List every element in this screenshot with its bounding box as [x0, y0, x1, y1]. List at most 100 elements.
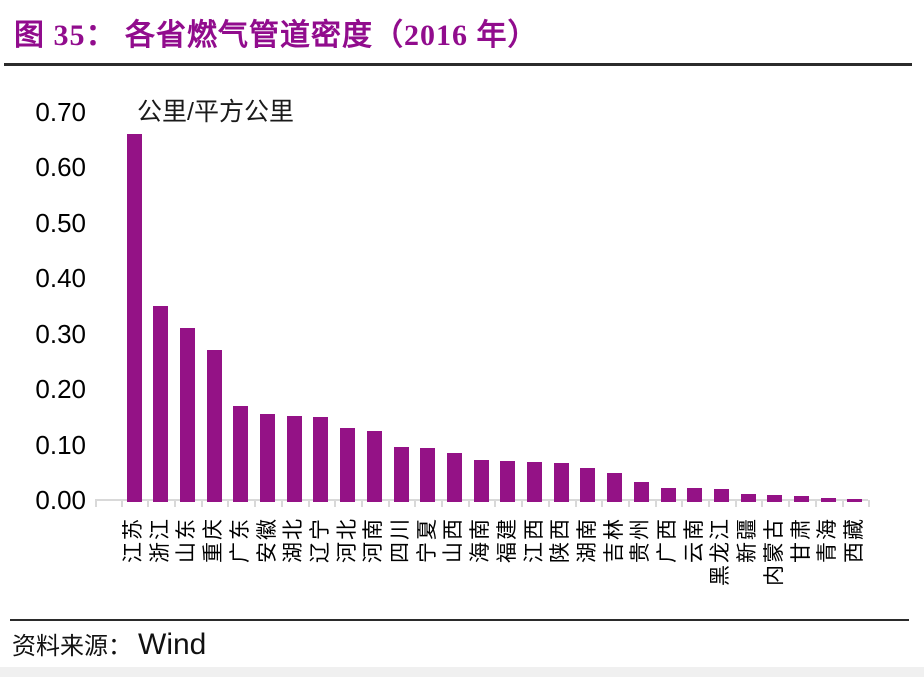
- y-axis-tick-label: 0.70: [35, 97, 86, 127]
- x-axis-label-吉林: 吉林: [602, 517, 626, 563]
- x-axis-label-青海: 青海: [816, 517, 840, 563]
- bar-云南: [687, 488, 703, 502]
- x-axis-tick: [761, 500, 764, 507]
- source-divider: [10, 619, 909, 621]
- x-axis-label-宁夏: 宁夏: [415, 517, 439, 563]
- bar-海南: [473, 460, 489, 502]
- bar-宁夏: [420, 448, 436, 502]
- x-axis-tick: [841, 500, 844, 507]
- x-axis-label-甘肃: 甘肃: [789, 517, 813, 563]
- x-axis-tick: [120, 500, 123, 507]
- x-axis-label-辽宁: 辽宁: [308, 517, 332, 563]
- x-axis-label-陕西: 陕西: [549, 517, 573, 563]
- x-axis-label-江苏: 江苏: [122, 517, 145, 563]
- source-name: Wind: [138, 628, 207, 661]
- x-axis-label-山西: 山西: [442, 517, 466, 563]
- bar-江西: [527, 462, 542, 502]
- x-axis-tick: [681, 500, 684, 507]
- bar-湖北: [286, 416, 302, 502]
- x-axis-tick: [360, 500, 363, 507]
- bar-西藏: [847, 499, 863, 502]
- y-axis-tick-label: 0.00: [35, 485, 86, 515]
- bar-重庆: [206, 350, 222, 502]
- bar-广东: [233, 406, 249, 502]
- x-axis-label-云南: 云南: [682, 517, 706, 563]
- bar-河南: [366, 431, 382, 502]
- bar-吉林: [607, 473, 623, 502]
- x-axis-label-海南: 海南: [469, 517, 493, 563]
- bar-山西: [446, 453, 462, 502]
- x-axis-tick: [734, 500, 737, 507]
- x-axis-tick: [254, 500, 257, 507]
- bar-甘肃: [794, 496, 809, 502]
- bar-陕西: [553, 463, 569, 502]
- x-axis-label-新疆: 新疆: [736, 517, 760, 563]
- bar-河北: [340, 428, 356, 502]
- source-line: 资料来源： Wind: [12, 626, 206, 662]
- y-axis-tick-label: 0.10: [35, 429, 86, 460]
- x-axis-tick: [494, 500, 497, 507]
- x-axis-tick: [547, 500, 550, 507]
- x-axis-tick: [227, 500, 230, 507]
- x-axis-tick: [788, 500, 791, 507]
- bar-黑龙江: [713, 489, 729, 502]
- bar-福建: [500, 461, 516, 502]
- x-axis-tick: [814, 500, 817, 507]
- x-axis-label-重庆: 重庆: [202, 517, 226, 563]
- bar-新疆: [740, 494, 756, 502]
- x-axis-label-广东: 广东: [228, 517, 252, 563]
- x-axis-label-河北: 河北: [335, 517, 359, 563]
- x-axis-tick: [95, 500, 97, 507]
- x-axis-label-湖南: 湖南: [575, 517, 599, 563]
- bar-内蒙古: [767, 495, 783, 502]
- y-axis-tick-label: 0.30: [35, 318, 86, 349]
- x-axis-tick: [200, 500, 203, 507]
- x-axis-label-福建: 福建: [495, 517, 519, 563]
- x-axis-tick: [574, 500, 577, 507]
- x-axis-label-内蒙古: 内蒙古: [762, 517, 786, 586]
- figure-title: 图 35： 各省燃气管道密度（2016 年）: [14, 19, 539, 52]
- x-axis-label-河南: 河南: [362, 517, 386, 563]
- y-axis-tick-label: 0.60: [35, 152, 86, 183]
- x-axis-tick: [868, 500, 871, 507]
- x-axis-tick: [387, 500, 390, 507]
- x-axis-tick: [280, 500, 283, 507]
- y-axis-tick-label: 0.50: [35, 207, 86, 238]
- bar-安徽: [260, 414, 275, 502]
- bar-青海: [820, 498, 836, 502]
- x-axis-tick: [334, 500, 337, 507]
- title-divider: [4, 63, 912, 66]
- x-axis-tick: [467, 500, 470, 507]
- bar-四川: [393, 447, 409, 502]
- bar-贵州: [633, 482, 649, 502]
- x-axis-tick: [627, 500, 630, 507]
- bar-江苏: [126, 134, 142, 502]
- y-axis-tick-label: 0.20: [35, 374, 86, 405]
- bar-湖南: [580, 468, 596, 502]
- x-axis-tick: [441, 500, 444, 507]
- x-axis-label-黑龙江: 黑龙江: [709, 517, 733, 586]
- y-axis-tick-label: 0.40: [35, 263, 86, 294]
- x-axis-tick: [414, 500, 417, 507]
- x-axis-label-西藏: 西藏: [842, 517, 866, 563]
- x-axis-tick: [147, 500, 150, 507]
- x-axis-label-浙江: 浙江: [148, 517, 172, 563]
- x-axis-tick: [307, 500, 310, 507]
- source-prefix: 资料来源：: [12, 634, 132, 660]
- x-axis-tick: [601, 500, 604, 507]
- x-axis-label-江西: 江西: [522, 517, 546, 563]
- x-axis-tick: [174, 500, 177, 507]
- x-axis-label-湖北: 湖北: [282, 517, 306, 563]
- bar-浙江: [153, 306, 169, 502]
- x-axis-label-安徽: 安徽: [255, 517, 279, 563]
- x-axis-label-贵州: 贵州: [629, 517, 653, 563]
- x-axis-label-广西: 广西: [656, 517, 679, 563]
- bar-山东: [179, 328, 195, 502]
- bar-辽宁: [313, 417, 329, 502]
- y-axis-unit-label: 公里/平方公里: [137, 98, 294, 126]
- x-axis-tick: [708, 500, 711, 507]
- x-axis-tick: [654, 500, 657, 507]
- x-axis-label-四川: 四川: [389, 517, 412, 563]
- page-bottom-strip: [0, 667, 924, 677]
